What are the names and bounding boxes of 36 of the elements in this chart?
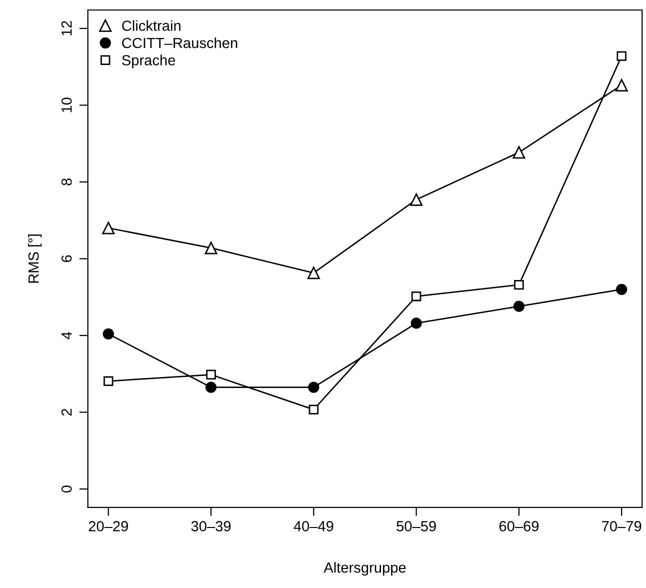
x-tick-label: 60–69 [499, 521, 539, 532]
y-tick-label: 6 [61, 255, 72, 262]
y-tick-label: 10 [61, 98, 72, 112]
point [206, 370, 216, 380]
y-tick-label: 8 [61, 178, 72, 186]
point [512, 146, 526, 159]
point [514, 280, 524, 290]
legend-label: Clicktrain [122, 20, 180, 31]
x-tick-label: 70–79 [602, 521, 642, 532]
x-tick-label: 30–39 [191, 521, 231, 532]
point [410, 318, 422, 329]
point [205, 382, 217, 393]
legend-label: CCITT–Rauschen [122, 37, 238, 48]
point [307, 266, 320, 280]
point [104, 376, 114, 386]
y-tick-label: 12 [61, 21, 72, 36]
y-tick-label: 0 [61, 486, 72, 493]
point [513, 300, 525, 312]
x-tick-label: 40–49 [294, 521, 334, 532]
point [616, 284, 628, 295]
point [102, 328, 114, 340]
point [308, 382, 320, 393]
point [410, 193, 423, 206]
x-axis-title: Altersgruppe [324, 562, 406, 576]
x-tick-label: 20–29 [88, 521, 128, 532]
point [616, 51, 626, 61]
x-tick-label: 50–59 [396, 521, 436, 532]
point [308, 404, 319, 414]
point [411, 291, 422, 302]
point [615, 78, 628, 92]
point [102, 222, 115, 234]
y-tick-label: 4 [62, 332, 72, 340]
point [204, 242, 218, 254]
y-tick-label: 2 [61, 408, 72, 416]
y-axis-title: RMS [°] [28, 234, 42, 283]
legend-label: Sprache [122, 54, 176, 68]
